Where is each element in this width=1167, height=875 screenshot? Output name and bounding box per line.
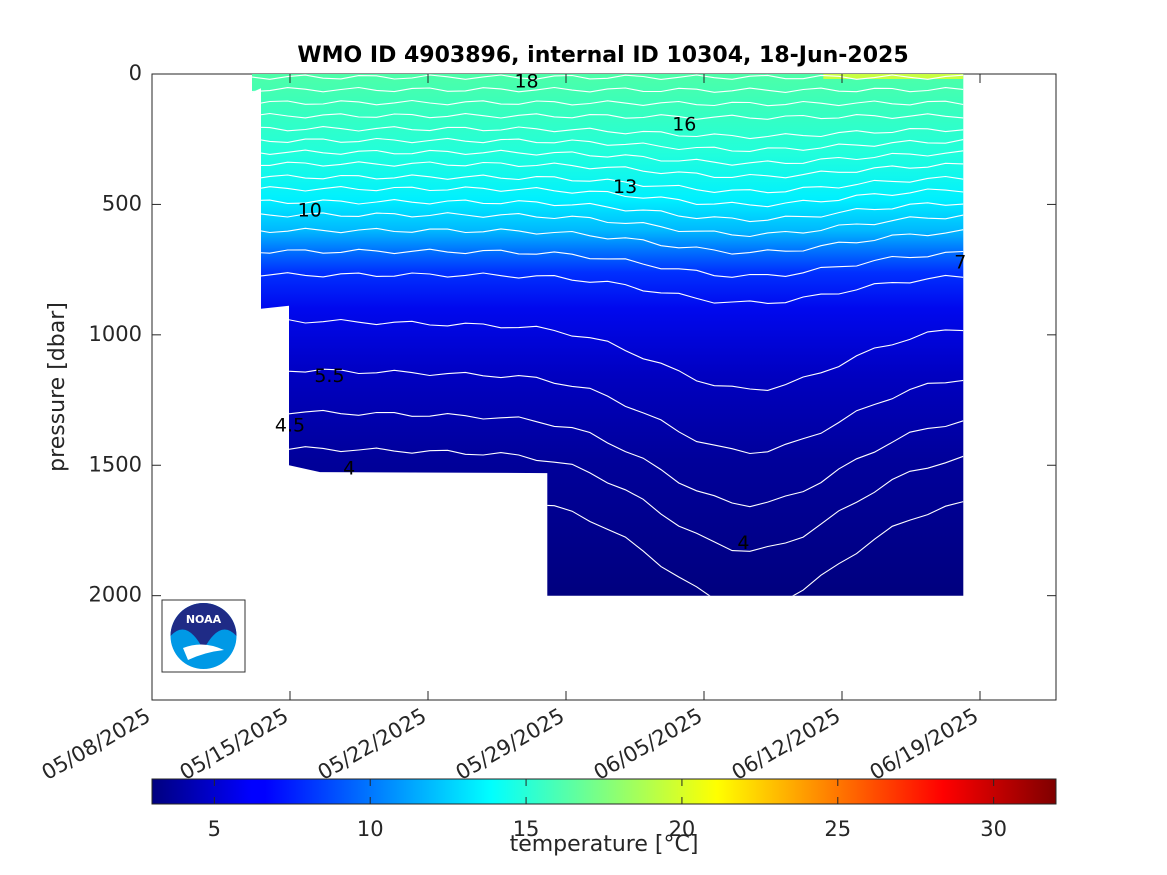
- logo-text: NOAA: [186, 613, 222, 626]
- x-tick-label: 06/19/2025: [866, 704, 983, 785]
- isotherm-line: [252, 161, 964, 179]
- isotherm-line: [252, 137, 964, 152]
- y-tick-label: 2000: [89, 583, 142, 607]
- noaa-logo: NOAA: [161, 599, 246, 673]
- x-tick-label: 05/15/2025: [176, 704, 293, 785]
- y-tick-label: 1500: [89, 452, 142, 476]
- x-tick-label: 05/08/2025: [38, 704, 155, 785]
- colorbar-tick-label: 30: [980, 817, 1007, 841]
- isotherm-line: [252, 248, 964, 278]
- contour-label: 4.5: [275, 415, 305, 437]
- colorbar-tick-label: 20: [669, 817, 696, 841]
- isotherm-line: [252, 112, 964, 120]
- isotherm-line: [252, 74, 964, 80]
- chart-title: WMO ID 4903896, internal ID 10304, 18-Ju…: [297, 43, 908, 68]
- colorbar: 5 10 15 20 25 30 temperature [°C]: [151, 778, 1057, 857]
- isotherm-line: [252, 212, 964, 238]
- contour-label: 13: [613, 176, 637, 198]
- logo-gull-icon: [183, 644, 224, 660]
- colorbar-tick-label: 25: [824, 817, 851, 841]
- contour-label: 7: [954, 252, 966, 274]
- isotherm-line: [252, 149, 964, 166]
- colorbar-ticks: 5 10 15 20 25 30: [208, 779, 1007, 841]
- contour-labels: 18 16 13 10 7 5.5 4.5 4 4: [275, 70, 966, 554]
- colorbar-bar: [151, 778, 1057, 805]
- isotherm-line: [252, 99, 964, 107]
- colorbar-tick-label: 15: [513, 817, 540, 841]
- x-tick-label: 05/22/2025: [314, 704, 431, 785]
- y-axis: 0 500 1000 1500 2000: [89, 61, 1056, 607]
- isotherm-line: [252, 199, 964, 223]
- colorbar-tick-label: 10: [357, 817, 384, 841]
- isotherm-line: [252, 126, 964, 140]
- x-tick-label: 05/29/2025: [452, 704, 569, 785]
- y-axis-label: pressure [dbar]: [45, 302, 70, 472]
- isotherm-line: [252, 367, 964, 455]
- y-tick-label: 0: [129, 61, 142, 85]
- y-tick-label: 1000: [89, 322, 142, 346]
- isotherm-line: [252, 317, 964, 391]
- colorbar-label: temperature [°C]: [510, 832, 699, 857]
- logo-top: [170, 603, 237, 650]
- isotherm-line: [252, 445, 964, 552]
- contour-lines: [252, 74, 964, 596]
- contour-label: 5.5: [314, 365, 344, 387]
- y-tick-label: 500: [102, 191, 142, 215]
- contour-label: 16: [672, 113, 696, 135]
- isotherm-line: [252, 186, 964, 208]
- contour-label: 4: [737, 532, 749, 554]
- isotherm-line: [252, 408, 964, 508]
- isotherm-line: [252, 227, 964, 255]
- contour-label: 10: [298, 199, 322, 221]
- colorbar-tick-label: 5: [208, 817, 221, 841]
- isotherm-line: [252, 86, 964, 93]
- isotherm-line: [252, 272, 964, 304]
- x-tick-label: 06/12/2025: [728, 704, 845, 785]
- x-tick-label: 06/05/2025: [590, 704, 707, 785]
- contour-label: 4: [343, 458, 355, 480]
- warm-surface-strip: [823, 74, 964, 79]
- contour-label: 18: [514, 70, 538, 92]
- isotherm-line: [252, 174, 964, 194]
